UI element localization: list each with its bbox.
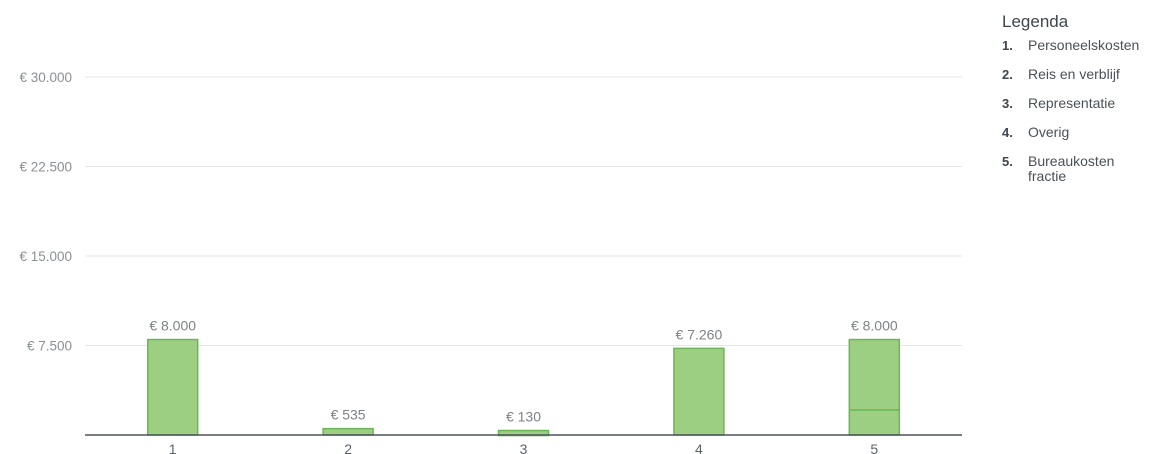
- legend-item-number: 2.: [1002, 67, 1013, 82]
- bar-1: [146, 338, 199, 436]
- legend-title: Legenda: [1002, 12, 1069, 31]
- data-labels: € 8.000 € 535 € 130 € 7.260 € 8.000: [149, 318, 898, 425]
- legend: Legenda 1. Personeelskosten 2. Reis en v…: [1002, 12, 1152, 198]
- legend-item-4: 4. Overig: [1002, 124, 1152, 141]
- x-tick-label: 1: [169, 441, 177, 454]
- y-tick-label: € 30.000: [19, 70, 72, 85]
- y-tick-label: € 22.500: [19, 160, 72, 175]
- data-label: € 130: [506, 409, 541, 425]
- legend-item-5: 5. Bureaukosten fractie: [1002, 154, 1152, 184]
- legend-item-label: Bureaukosten fractie: [1028, 153, 1115, 184]
- y-tick-label: € 15.000: [19, 249, 72, 264]
- legend-list: 1. Personeelskosten 2. Reis en verblijf …: [1002, 38, 1152, 184]
- legend-item-2: 2. Reis en verblijf: [1002, 66, 1152, 83]
- legend-item-label: Reis en verblijf: [1028, 66, 1120, 82]
- x-tick-label: 4: [695, 441, 703, 454]
- data-label: € 7.260: [676, 326, 723, 342]
- legend-item-label: Overig: [1028, 124, 1070, 140]
- data-label: € 8.000: [851, 318, 898, 334]
- legend-item-number: 3.: [1002, 96, 1013, 111]
- legend-item-3: 3. Representatie: [1002, 95, 1152, 112]
- legend-item-number: 1.: [1002, 38, 1013, 53]
- data-label: € 535: [331, 407, 366, 423]
- legend-item-number: 4.: [1002, 125, 1013, 140]
- x-tick-label: 5: [870, 441, 878, 454]
- y-axis-ticks: € 7.500 € 15.000 € 22.500 € 30.000: [19, 70, 72, 354]
- data-label: € 8.000: [149, 318, 196, 334]
- grid-lines: [85, 76, 962, 346]
- bar-5: [848, 338, 901, 436]
- bar-4: [673, 347, 725, 436]
- legend-item-label: Personeelskosten: [1028, 37, 1140, 53]
- legend-item-label: Representatie: [1028, 95, 1116, 111]
- bar-2: [322, 427, 374, 436]
- bar-chart: € 7.500€ 15.000€ 22.500€ 30.000 € 8.000€…: [19, 70, 962, 454]
- x-tick-label: 2: [344, 441, 352, 454]
- bars: [146, 338, 901, 437]
- y-tick-label: € 7.500: [27, 339, 72, 354]
- x-axis-ticks: 1 2 3 4 5: [169, 441, 879, 454]
- legend-item-1: 1. Personeelskosten: [1002, 37, 1152, 54]
- legend-item-number: 5.: [1002, 154, 1013, 169]
- x-tick-label: 3: [520, 441, 528, 454]
